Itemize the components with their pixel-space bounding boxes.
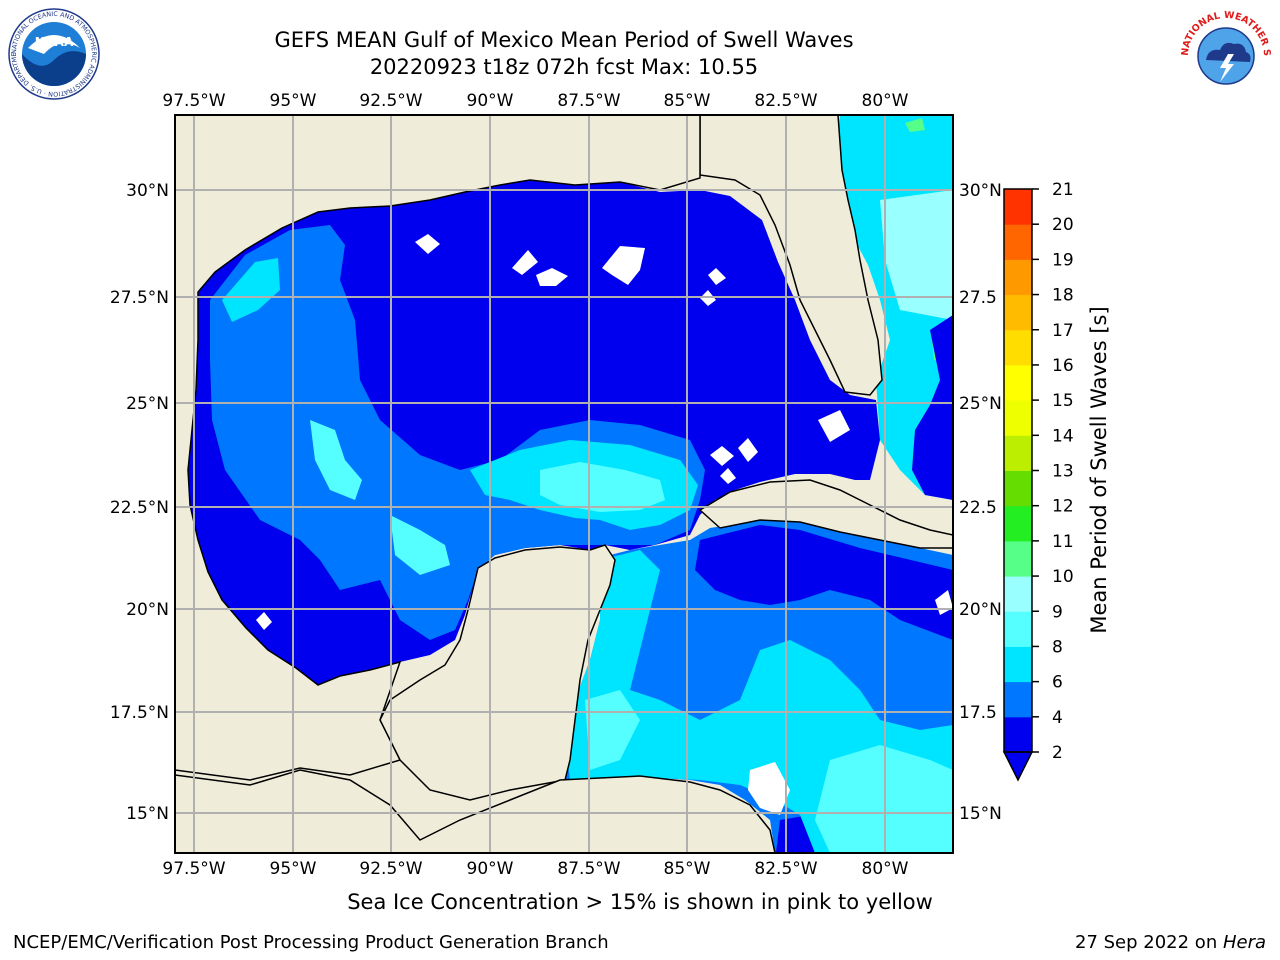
lon-tick-bottom: 90°W [467,859,514,879]
colorbar-segment [1004,329,1032,366]
lat-tick-left: 25°N [126,394,169,414]
lon-tick-bottom: 92.5°W [359,859,422,879]
lon-tick-bottom: 82.5°W [754,859,817,879]
lon-tick-top: 87.5°W [557,91,620,111]
central-america [175,769,776,853]
gulf-swell-8s-plume [540,462,665,512]
lon-tick-bottom: 85°W [664,859,711,879]
lat-tick-right: 17.5 [959,703,997,723]
lat-tick-right: 20°N [959,600,1002,620]
colorbar-tick-label: 21 [1052,180,1074,200]
noaa-logo: NATIONAL OCEANIC AND ATMOSPHERIC ADMINIS… [4,8,100,100]
colorbar-segment [1004,576,1032,612]
lon-tick-top: 95°W [270,91,317,111]
map-frame [174,114,954,854]
colorbar [1004,189,1032,753]
lat-tick-left: 20°N [126,600,169,620]
colorbar-tick-label: 11 [1052,532,1074,552]
lat-tick-left: 15°N [126,804,169,824]
colorbar-tick-label: 15 [1052,391,1074,411]
lon-tick-top: 97.5°W [162,91,225,111]
colorbar-tick-label: 17 [1052,321,1074,341]
lat-tick-right: 22.5 [959,498,997,518]
lon-tick-bottom: 80°W [862,859,909,879]
lat-tick-right: 25°N [959,394,1002,414]
colorbar-tick-label: 4 [1052,708,1063,728]
colorbar-tick-label: 12 [1052,497,1074,517]
sea-ice-caption: Sea Ice Concentration > 15% is shown in … [0,890,1280,914]
atlantic-swell-2s [912,315,953,500]
colorbar-tick-label: 8 [1052,637,1063,657]
colorbar-segment [1004,540,1032,577]
lon-tick-bottom: 95°W [270,859,317,879]
gulf-swell-6s-west [222,258,280,322]
colorbar-tick-label: 20 [1052,215,1074,235]
lon-tick-top: 90°W [467,91,514,111]
lon-tick-bottom: 87.5°W [557,859,620,879]
colorbar-tick-label: 10 [1052,567,1074,587]
colorbar-ticks: 2 4 6 8 9 10 11 12 13 14 15 16 17 18 19 20 21 [1032,180,1074,763]
colorbar-tick-label: 16 [1052,356,1074,376]
colorbar-segment [1004,716,1032,753]
gulf-swell-4s-west [210,225,705,640]
lat-tick-left: 22.5°N [110,498,169,518]
lat-tick-right: 30°N [959,181,1002,201]
noaa-logo-text: NOAA [35,35,74,49]
footer-credit: NCEP/EMC/Verification Post Processing Pr… [13,932,609,953]
lat-tick-left: 27.5°N [110,288,169,308]
lat-tick-right: 15°N [959,804,1002,824]
lon-tick-top: 92.5°W [359,91,422,111]
colorbar-segment [1004,611,1032,647]
colorbar-segment [1004,259,1032,296]
colorbar-extend-arrow [1002,751,1034,782]
footer-date: 27 Sep 2022 on Hera [1075,932,1266,953]
colorbar-segment [1004,681,1032,718]
gulf-swell-6s-central [310,420,450,575]
lon-ticks-top: 97.5°W 95°W 92.5°W 90°W 87.5°W 85°W 82.5… [162,91,908,111]
colorbar-tick-label: 13 [1052,462,1074,482]
lat-ticks-right: 30°N 27.5 25°N 22.5 20°N 17.5 15°N [959,181,1002,824]
colorbar-tick-label: 18 [1052,286,1074,306]
lat-tick-left: 30°N [126,181,169,201]
map-subtitle: 20220923 t18z 072h fcst Max: 10.55 [369,55,759,79]
lon-tick-top: 85°W [664,91,711,111]
lat-tick-left: 17.5°N [110,703,169,723]
masked-caribbean-reef [748,762,790,815]
lon-tick-top: 80°W [862,91,909,111]
sea-ice-caption-text: Sea Ice Concentration > 15% is shown in … [347,890,933,914]
colorbar-tick-label: 6 [1052,673,1063,693]
colorbar-segment [1004,435,1032,471]
colorbar-segment [1004,505,1032,542]
nws-logo: NATIONAL WEATHER SERVICE [1176,8,1272,100]
colorbar-segment [1004,400,1032,436]
lon-ticks-bottom: 97.5°W 95°W 92.5°W 90°W 87.5°W 85°W 82.5… [162,859,908,879]
colorbar-label: Mean Period of Swell Waves [s] [1087,306,1111,633]
map-title: GEFS MEAN Gulf of Mexico Mean Period of … [274,28,854,52]
lat-ticks-left: 30°N 27.5°N 25°N 22.5°N 20°N 17.5°N 15°N [110,181,169,824]
footer-date-text: 27 Sep 2022 on [1075,932,1223,953]
colorbar-tick-label: 19 [1052,250,1074,270]
lon-tick-top: 82.5°W [754,91,817,111]
colorbar-segment [1004,224,1032,260]
atlantic-swell-9s [880,190,953,320]
mexico-west-coast [175,115,701,781]
colorbar-segment [1004,364,1032,401]
lat-tick-right: 27.5 [959,288,997,308]
lon-tick-bottom: 97.5°W [162,859,225,879]
footer-host: Hera [1222,932,1266,953]
colorbar-segment [1004,646,1032,683]
map-panel [175,115,953,853]
colorbar-segment [1004,294,1032,331]
colorbar-tick-label: 14 [1052,426,1074,446]
colorbar-tick-label: 9 [1052,602,1063,622]
colorbar-tick-label: 2 [1052,743,1063,763]
florida-peninsula [699,115,883,396]
colorbar-segment [1004,470,1032,507]
colorbar-segment [1004,189,1032,225]
caribbean-swell-2s [695,525,953,853]
map-gridlines [175,115,953,853]
